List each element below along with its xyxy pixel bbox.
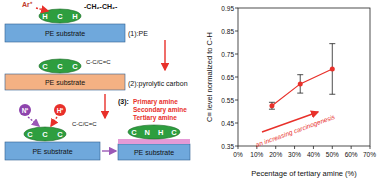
label: N⁺	[22, 107, 30, 114]
atom: N	[145, 128, 150, 137]
amine-layer	[118, 139, 190, 144]
atom-group	[39, 9, 81, 23]
error-cap	[297, 93, 303, 94]
substrate-label: PE substrate	[32, 148, 72, 155]
atom: C	[171, 128, 177, 137]
error-cap	[329, 43, 335, 44]
label: Ar⁺	[22, 1, 33, 8]
label: 40%	[307, 151, 320, 158]
marks	[269, 44, 335, 110]
label: H⁺	[57, 107, 65, 114]
point	[330, 66, 335, 71]
label: 0%	[233, 151, 243, 158]
atom-group	[128, 125, 180, 139]
error-bar	[269, 102, 275, 109]
label: 0.85	[221, 28, 234, 35]
x-tick	[351, 146, 352, 149]
substrate	[118, 144, 190, 160]
y-tick	[235, 123, 238, 124]
atom-group	[24, 127, 66, 141]
error-cap	[269, 109, 275, 110]
label: 0.45	[221, 120, 234, 127]
substrate-label: PE substrate	[45, 79, 85, 86]
x-tick	[238, 146, 239, 149]
atom: H	[158, 128, 163, 137]
x-tick	[370, 146, 371, 149]
label: Tertiary amine	[133, 114, 177, 122]
atom: C	[42, 130, 48, 139]
figure: PE substrateHCHAr⁺-CH₂-CH₂-(1):PEPE subs…	[0, 0, 378, 182]
arrow	[51, 117, 57, 126]
label: 0.75	[221, 51, 234, 58]
point	[269, 103, 274, 108]
label: Primary amine	[133, 98, 178, 106]
y-tick	[235, 100, 238, 101]
substrate	[5, 74, 125, 90]
atom: C	[27, 130, 33, 139]
label: 0.55	[221, 97, 234, 104]
label: 10%	[250, 151, 263, 158]
label: 0.35	[221, 143, 234, 150]
label: 0.95	[221, 5, 234, 12]
label: 20%	[269, 151, 282, 158]
label: (1):PE	[128, 30, 148, 38]
atom-group	[39, 59, 81, 73]
x-tick	[332, 146, 333, 149]
error-cap	[269, 102, 275, 103]
atom: C	[131, 128, 137, 137]
y-tick	[235, 54, 238, 55]
label: 30%	[288, 151, 301, 158]
label: (3):	[118, 98, 129, 106]
label: Secondary amine	[133, 106, 187, 114]
series-line	[272, 69, 332, 106]
substrate-label: PE substrate	[134, 149, 174, 156]
label: 70%	[363, 151, 376, 158]
arrow	[28, 117, 39, 126]
error-cap	[329, 94, 335, 95]
atom: C	[57, 130, 63, 139]
label: 0.65	[221, 74, 234, 81]
ion	[19, 104, 31, 116]
atom: C	[72, 62, 78, 71]
x-tick	[294, 146, 295, 149]
x-tick	[313, 146, 314, 149]
label: C≡ level normalized to C-H	[205, 32, 214, 122]
arrow	[102, 150, 116, 151]
atom: H	[72, 12, 77, 21]
atom: C	[42, 62, 48, 71]
y-tick	[235, 77, 238, 78]
error-bar	[297, 75, 303, 93]
arrow	[104, 94, 105, 118]
substrate	[5, 142, 100, 160]
point	[298, 81, 303, 86]
label: C-C/C=C	[86, 59, 111, 65]
label: (2):pyrolytic carbon	[128, 80, 188, 88]
root: PE substrateHCHAr⁺-CH₂-CH₂-(1):PEPE subs…	[0, 0, 378, 182]
error-cap	[297, 74, 303, 75]
label: Pecentage of tertiary amine (%)	[251, 169, 357, 178]
label: C-C/C=C	[72, 121, 97, 127]
x-tick	[275, 146, 276, 149]
y-tick	[235, 146, 238, 147]
label: 60%	[345, 151, 358, 158]
substrate	[5, 24, 125, 42]
atom: C	[57, 62, 63, 71]
substrate-label: PE substrate	[45, 30, 85, 37]
label: 50%	[326, 151, 339, 158]
y-tick	[235, 31, 238, 32]
atom: C	[57, 12, 63, 21]
arrow	[36, 8, 48, 11]
atom: H	[42, 12, 47, 21]
error-bar	[329, 44, 335, 95]
label: -CH₂-CH₂-	[84, 3, 118, 10]
label: an increasing carcinogenesis	[255, 113, 337, 149]
ion	[54, 104, 66, 116]
arrow	[164, 40, 165, 70]
y-tick	[235, 8, 238, 9]
